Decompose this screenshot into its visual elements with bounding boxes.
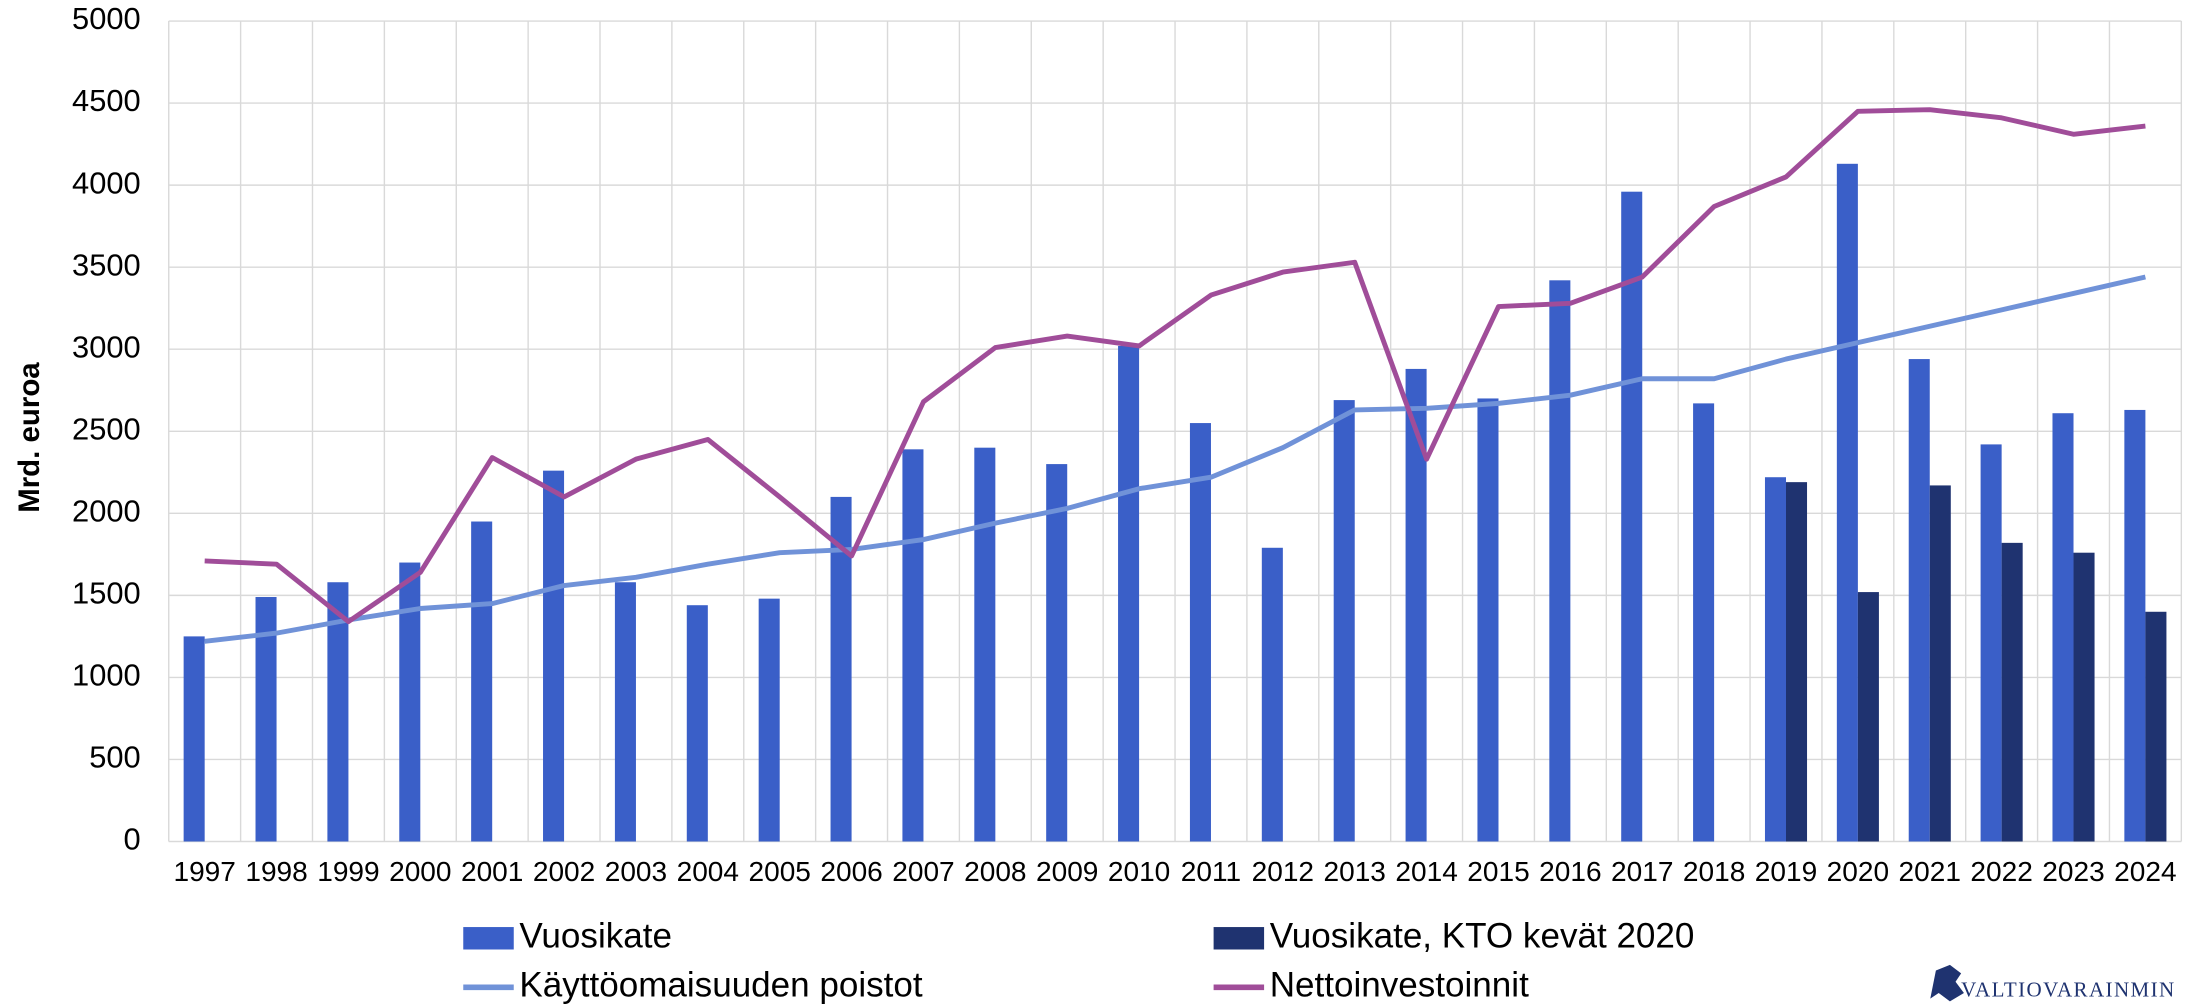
bar bbox=[2001, 542, 2023, 842]
bar bbox=[2145, 611, 2167, 842]
bar bbox=[2052, 413, 2074, 842]
y-axis-label: Mrd. euroa bbox=[13, 362, 46, 513]
bar bbox=[255, 597, 277, 842]
x-tick-label: 2017 bbox=[1611, 856, 1673, 887]
bar bbox=[1261, 547, 1283, 842]
x-tick-label: 2002 bbox=[533, 856, 595, 887]
x-tick-label: 2003 bbox=[605, 856, 667, 887]
bar bbox=[2073, 552, 2095, 842]
bar bbox=[686, 605, 708, 842]
y-tick-label: 500 bbox=[89, 740, 140, 775]
y-tick-label: 2500 bbox=[72, 411, 141, 446]
y-tick-label: 0 bbox=[124, 822, 141, 857]
legend-swatch bbox=[1213, 927, 1265, 950]
bar bbox=[2124, 409, 2146, 842]
x-tick-label: 2013 bbox=[1324, 856, 1386, 887]
y-tick-label: 1000 bbox=[72, 658, 141, 693]
bar bbox=[399, 562, 421, 842]
y-tick-label: 4000 bbox=[72, 165, 141, 200]
bar bbox=[758, 598, 780, 842]
x-tick-label: 2020 bbox=[1827, 856, 1889, 887]
x-tick-label: 2005 bbox=[748, 856, 810, 887]
x-tick-label: 2008 bbox=[964, 856, 1026, 887]
x-tick-label: 1997 bbox=[173, 856, 235, 887]
bar bbox=[1621, 191, 1643, 842]
bar bbox=[543, 470, 565, 842]
y-tick-label: 1500 bbox=[72, 576, 141, 611]
y-tick-label: 4500 bbox=[72, 83, 141, 118]
bar bbox=[471, 521, 493, 842]
bar bbox=[1836, 163, 1858, 842]
bar bbox=[1764, 477, 1787, 842]
bar bbox=[1908, 359, 1930, 842]
legend-label: Käyttöomaisuuden poistot bbox=[519, 966, 923, 1005]
x-tick-label: 1999 bbox=[317, 856, 379, 887]
bar bbox=[1693, 403, 1715, 842]
bar bbox=[1189, 423, 1211, 842]
bar bbox=[1980, 444, 2002, 842]
x-tick-label: 2015 bbox=[1467, 856, 1529, 887]
bar bbox=[614, 582, 636, 842]
x-tick-label: 2007 bbox=[892, 856, 954, 887]
y-tick-label: 2000 bbox=[72, 493, 141, 528]
bar bbox=[1549, 280, 1571, 842]
legend-swatch bbox=[463, 927, 514, 950]
y-tick-label: 3000 bbox=[72, 329, 141, 364]
y-tick-label: 5000 bbox=[72, 1, 141, 36]
x-tick-label: 2001 bbox=[461, 856, 523, 887]
bar bbox=[1929, 485, 1951, 842]
x-tick-label: 2024 bbox=[2114, 856, 2176, 887]
legend-label: Vuosikate bbox=[519, 917, 672, 956]
x-tick-label: 2023 bbox=[2042, 856, 2104, 887]
x-tick-label: 2018 bbox=[1683, 856, 1745, 887]
x-tick-label: 2011 bbox=[1181, 856, 1241, 887]
x-tick-label: 2014 bbox=[1395, 856, 1457, 887]
x-tick-label: 2000 bbox=[389, 856, 451, 887]
x-tick-label: 1998 bbox=[245, 856, 307, 887]
bar bbox=[1046, 464, 1068, 842]
bar bbox=[830, 496, 852, 842]
logo-text: VALTIOVARAINMIN bbox=[1961, 977, 2175, 1001]
bar bbox=[1786, 482, 1808, 842]
bar bbox=[1405, 368, 1427, 842]
bar bbox=[183, 636, 205, 842]
bar bbox=[902, 449, 924, 842]
bar bbox=[1477, 398, 1499, 842]
x-tick-label: 2006 bbox=[820, 856, 882, 887]
x-tick-label: 2010 bbox=[1108, 856, 1170, 887]
x-tick-label: 2019 bbox=[1755, 856, 1817, 887]
bar bbox=[1118, 345, 1140, 842]
bar bbox=[974, 447, 996, 842]
bar bbox=[1333, 400, 1355, 842]
x-tick-label: 2022 bbox=[1970, 856, 2032, 887]
bar bbox=[327, 582, 349, 842]
legend-label: Vuosikate, KTO kevät 2020 bbox=[1270, 917, 1695, 956]
x-tick-label: 2012 bbox=[1252, 856, 1314, 887]
logo-icon bbox=[1930, 964, 1964, 1002]
x-tick-label: 2009 bbox=[1036, 856, 1098, 887]
x-tick-label: 2004 bbox=[677, 856, 739, 887]
line-series bbox=[204, 274, 2146, 644]
line-series bbox=[204, 107, 2146, 625]
x-tick-label: 2021 bbox=[1899, 856, 1961, 887]
x-tick-label: 2016 bbox=[1539, 856, 1601, 887]
bar bbox=[1857, 592, 1879, 842]
y-tick-label: 3500 bbox=[72, 247, 141, 282]
legend-label: Nettoinvestoinnit bbox=[1270, 966, 1529, 1005]
